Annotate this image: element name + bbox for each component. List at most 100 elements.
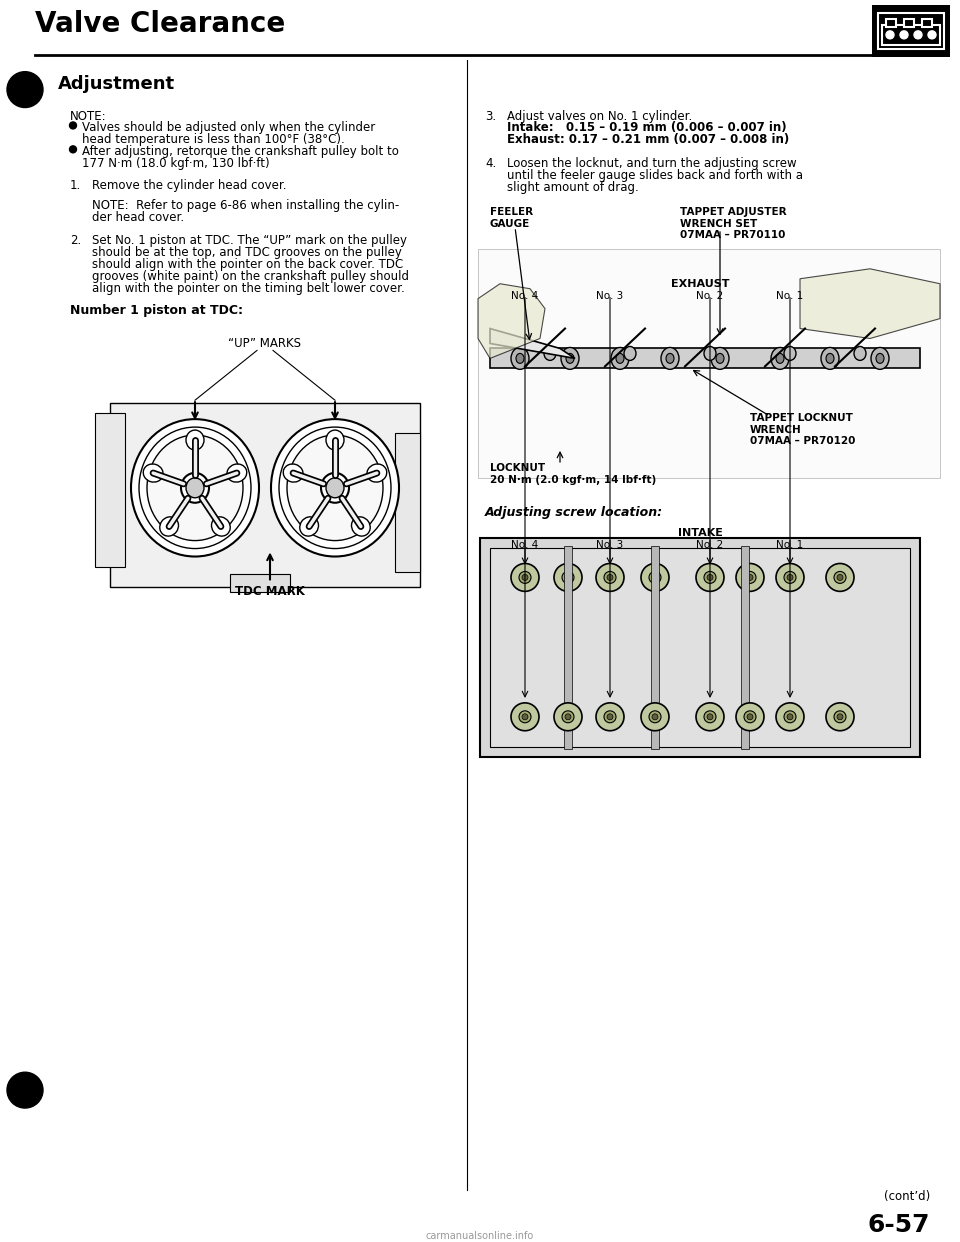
Ellipse shape (516, 354, 524, 364)
Ellipse shape (181, 473, 209, 503)
Ellipse shape (561, 348, 579, 369)
Text: EXHAUST: EXHAUST (671, 278, 730, 288)
Ellipse shape (227, 465, 247, 482)
Ellipse shape (186, 430, 204, 450)
Text: NOTE:  Refer to page 6-86 when installing the cylin-: NOTE: Refer to page 6-86 when installing… (92, 199, 399, 212)
Ellipse shape (186, 478, 204, 498)
Text: 6-57: 6-57 (868, 1212, 930, 1237)
Text: No. 4: No. 4 (512, 539, 539, 550)
Circle shape (837, 714, 843, 720)
Ellipse shape (876, 354, 884, 364)
Text: TAPPET LOCKNUT
WRENCH
07MAA – PR70120: TAPPET LOCKNUT WRENCH 07MAA – PR70120 (750, 414, 855, 446)
Ellipse shape (321, 473, 349, 503)
Circle shape (826, 703, 854, 730)
Ellipse shape (704, 347, 716, 360)
Text: carmanualsonline.info: carmanualsonline.info (426, 1231, 534, 1241)
Circle shape (607, 714, 613, 720)
Circle shape (649, 571, 661, 584)
Circle shape (641, 703, 669, 730)
Circle shape (565, 714, 571, 720)
Circle shape (641, 564, 669, 591)
Text: 2.: 2. (70, 233, 82, 247)
Ellipse shape (666, 354, 674, 364)
Circle shape (826, 564, 854, 591)
Circle shape (69, 145, 77, 153)
Polygon shape (478, 283, 545, 359)
Text: TDC MARK: TDC MARK (235, 585, 305, 599)
Text: 177 N·m (18.0 kgf·m, 130 lbf·ft): 177 N·m (18.0 kgf·m, 130 lbf·ft) (82, 158, 270, 170)
Circle shape (69, 122, 77, 129)
Circle shape (696, 703, 724, 730)
Text: Set No. 1 piston at TDC. The “UP” mark on the pulley: Set No. 1 piston at TDC. The “UP” mark o… (92, 233, 407, 247)
Bar (230, 575, 290, 592)
Text: After adjusting, retorque the crankshaft pulley bolt to: After adjusting, retorque the crankshaft… (82, 145, 398, 158)
Ellipse shape (143, 465, 163, 482)
Text: No. 2: No. 2 (696, 539, 724, 550)
Circle shape (519, 710, 531, 723)
Circle shape (776, 564, 804, 591)
Bar (878, 12, 944, 48)
Circle shape (928, 31, 936, 39)
Text: align with the pointer on the timing belt lower cover.: align with the pointer on the timing bel… (92, 282, 405, 294)
Bar (741, 545, 749, 749)
Ellipse shape (511, 348, 529, 369)
Text: LOCKNUT
20 N·m (2.0 kgf·m, 14 lbf·ft): LOCKNUT 20 N·m (2.0 kgf·m, 14 lbf·ft) (490, 463, 657, 484)
Polygon shape (800, 268, 940, 339)
Ellipse shape (566, 354, 574, 364)
Ellipse shape (871, 348, 889, 369)
Circle shape (607, 575, 613, 580)
Text: 4.: 4. (485, 158, 496, 170)
Bar (110, 404, 420, 587)
Circle shape (596, 564, 624, 591)
Circle shape (707, 714, 713, 720)
Circle shape (562, 710, 574, 723)
Text: NOTE:: NOTE: (70, 109, 107, 123)
Circle shape (511, 703, 539, 730)
Circle shape (519, 571, 531, 584)
Text: grooves (white paint) on the crankshaft pulley should: grooves (white paint) on the crankshaft … (92, 270, 409, 283)
Circle shape (511, 564, 539, 591)
Circle shape (787, 575, 793, 580)
Circle shape (704, 571, 716, 584)
Bar (490, 349, 920, 369)
Text: No. 1: No. 1 (777, 291, 804, 301)
Ellipse shape (624, 347, 636, 360)
Text: should be at the top, and TDC grooves on the pulley: should be at the top, and TDC grooves on… (92, 246, 402, 258)
Text: until the feeler gauge slides back and forth with a: until the feeler gauge slides back and f… (507, 169, 803, 183)
Polygon shape (490, 329, 575, 359)
Circle shape (776, 703, 804, 730)
Circle shape (652, 714, 658, 720)
Text: Adjustment: Adjustment (58, 75, 175, 93)
Circle shape (7, 1072, 43, 1108)
Ellipse shape (211, 517, 230, 537)
Text: No. 4: No. 4 (512, 291, 539, 301)
Circle shape (834, 710, 846, 723)
Ellipse shape (611, 348, 629, 369)
Bar (395, 433, 420, 573)
Text: Adjusting screw location:: Adjusting screw location: (485, 505, 663, 519)
Bar (882, 25, 940, 45)
Ellipse shape (776, 354, 784, 364)
Ellipse shape (716, 354, 724, 364)
Text: head temperature is less than 100°F (38°C).: head temperature is less than 100°F (38°… (82, 133, 345, 147)
Circle shape (784, 710, 796, 723)
Text: No. 1: No. 1 (777, 539, 804, 550)
Ellipse shape (771, 348, 789, 369)
Ellipse shape (139, 427, 251, 549)
Bar (490, 548, 910, 746)
Text: No. 3: No. 3 (596, 291, 624, 301)
Circle shape (747, 714, 753, 720)
Ellipse shape (351, 517, 371, 537)
Ellipse shape (326, 478, 344, 498)
Ellipse shape (283, 465, 303, 482)
Circle shape (886, 31, 894, 39)
Bar (95, 414, 125, 568)
Bar (480, 538, 920, 756)
Circle shape (736, 564, 764, 591)
Circle shape (744, 571, 756, 584)
Ellipse shape (147, 435, 243, 540)
Bar (651, 545, 659, 749)
Ellipse shape (854, 347, 866, 360)
Ellipse shape (616, 354, 624, 364)
Ellipse shape (271, 419, 399, 556)
